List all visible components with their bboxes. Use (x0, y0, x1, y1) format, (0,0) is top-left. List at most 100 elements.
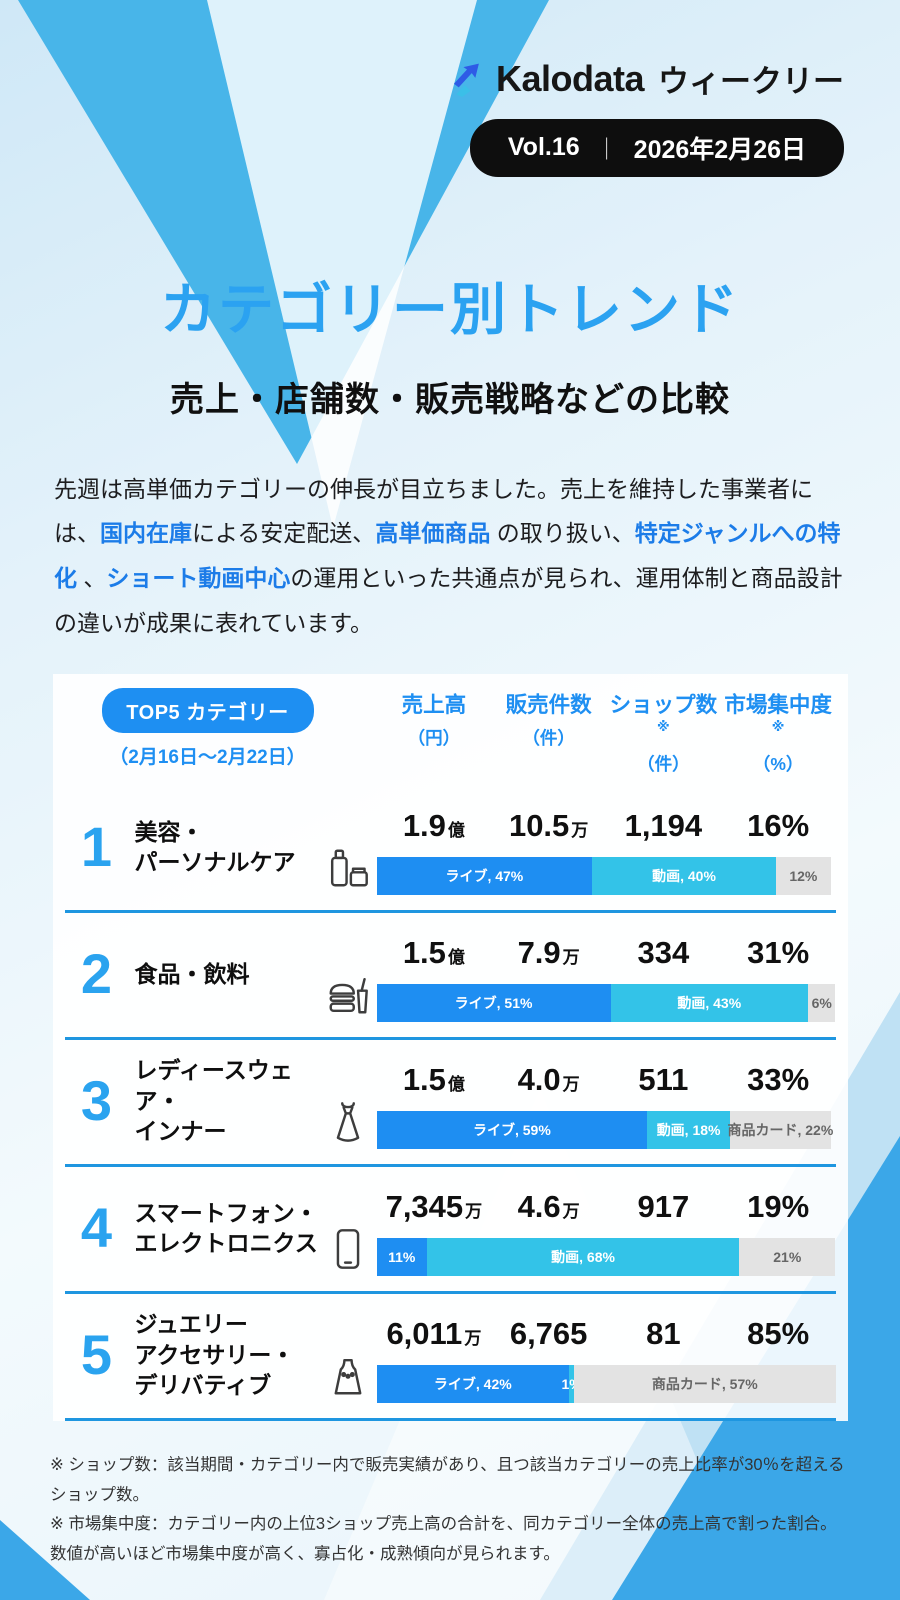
issue-vol: Vol.16 (507, 133, 580, 161)
rank-number: 5 (80, 1323, 113, 1387)
metric-values: 1.5 億 4.0 万 511 33% (377, 1053, 836, 1107)
top5-pill: TOP5 カテゴリー (101, 687, 314, 733)
intro-text: 、 (77, 565, 107, 592)
footnotes: ※ ショップ数：該当期間・カテゴリー内で販売実績があり、且つ該当カテゴリーの売上… (50, 1451, 850, 1570)
metric-number: 31% (747, 935, 810, 971)
bar-segment-live: ライブ, 51% (376, 984, 611, 1023)
footnote-line: ※ ショップ数：該当期間・カテゴリー内で販売実績があり、且つ該当カテゴリーの売上… (50, 1456, 845, 1504)
column-header-4: 市場集中度※ （%） (721, 688, 836, 776)
bar-segment-label: ライブ, 42% (433, 1376, 512, 1393)
metric-sales: 1.9 億 (377, 808, 492, 844)
column-headers: 売上高 （円） 販売件数 （件） ショップ数※ （件） 市場集中度※ （%） (377, 688, 836, 776)
metric-suffix: 万 (464, 1329, 482, 1349)
column-unit: （円） (407, 727, 461, 748)
dress-icon (325, 1099, 377, 1149)
bar-segment-card: 商品カード, 57% (574, 1365, 836, 1404)
metric-values: 6,011 万 6,765 81 85% (377, 1307, 836, 1361)
channel-mix-bar: ライブ, 59% 動画, 18% 商品カード, 22% (376, 1111, 836, 1150)
bar-segment-label: ライブ, 51% (454, 995, 533, 1012)
table-row: 1 美容・ パーソナルケア 1.9 億 10.5 万 1,194 16% ライブ, 47% 動画, … (64, 786, 836, 914)
metric-sales: 7,345 万 (377, 1189, 492, 1225)
page-subtitle: 売上・店舗数・販売戦略などの比較 (170, 380, 730, 419)
metric-number: 16% (747, 808, 810, 844)
metric-shops: 334 (606, 935, 721, 971)
bar-segment-label: ライブ, 59% (472, 1122, 551, 1139)
row-metrics: 7,345 万 4.6 万 917 19% 11% 動画, 68% 21% (376, 1180, 836, 1277)
table-row: 5 ジュエリー アクセサリー・ デリバティブ 6,011 万 6,765 81 85% ライブ, … (64, 1294, 836, 1422)
intro-paragraph: 先週は高単価カテゴリーの伸長が目立ちました。売上を維持した事業者には、国内在庫に… (54, 467, 846, 646)
bar-segment-live: 11% (376, 1238, 427, 1277)
table-row: 4 スマートフォン・ エレクトロニクス 7,345 万 4.6 万 917 19% 11% 動画, … (64, 1167, 836, 1295)
channel-mix-bar: ライブ, 42% 1% 商品カード, 57% (376, 1365, 836, 1404)
category-name: スマートフォン・ エレクトロニクス (134, 1199, 318, 1257)
bar-segment-card: 商品カード, 22% (727, 1111, 834, 1150)
metric-number: 917 (637, 1189, 690, 1225)
row-metrics: 1.5 億 7.9 万 334 31% ライブ, 51% 動画, 43% 6% (376, 926, 836, 1023)
metric-orders: 10.5 万 (491, 808, 606, 844)
table-row: 3 レディースウェア・ インナー 1.5 億 4.0 万 511 33% ライブ, 59% 動画, … (64, 1040, 836, 1168)
metric-number: 334 (637, 935, 690, 971)
metric-orders: 7.9 万 (491, 935, 606, 971)
column-header-1: 売上高 （円） (377, 688, 492, 776)
intro-text: の運用といった共通点が見られ、運用体制と商品設計の違いが成果に表れています。 (54, 565, 843, 637)
column-unit: （件） (522, 727, 575, 748)
metric-concentration: 31% (721, 935, 836, 971)
bar-segment-card: 21% (739, 1238, 836, 1277)
table-rows: 1 美容・ パーソナルケア 1.9 億 10.5 万 1,194 16% ライブ, 47% 動画, … (64, 786, 836, 1422)
footnote-mark: ※ (657, 718, 670, 734)
column-header-3: ショップ数※ （件） (606, 688, 721, 776)
intro-text: 先週は高単価カテゴリーの伸長が目立ちました。売上を維持した事業者には、 (54, 475, 813, 547)
metric-values: 1.5 億 7.9 万 334 31% (377, 926, 836, 980)
bar-segment-video: 動画, 43% (610, 984, 808, 1023)
rank-number: 3 (80, 1069, 113, 1133)
title-block: カテゴリー別トレンド 売上・店舗数・販売戦略などの比較 (0, 265, 900, 421)
footnote-line: ※ 市場集中度：カテゴリー内の上位3ショップ売上高の合計を、同カテゴリー全体の売… (50, 1515, 837, 1564)
metric-number: 4.6 (517, 1189, 561, 1225)
metric-number: 19% (747, 1189, 810, 1225)
rank-number: 1 (80, 815, 113, 879)
metric-number: 85% (747, 1316, 810, 1352)
brand-lockup: Kalodata ウィークリー (448, 56, 844, 101)
header: Kalodata ウィークリー Vol.16 ｜ 2026年2月26日 (0, 0, 900, 177)
metric-number: 1.5 (402, 1062, 446, 1098)
metric-number: 7,345 (385, 1189, 464, 1225)
metric-suffix: 万 (562, 1075, 580, 1095)
column-label: 販売件数 (505, 692, 592, 717)
rank-number: 2 (80, 942, 113, 1006)
metric-suffix: 億 (447, 821, 465, 841)
issue-badge: Vol.16 ｜ 2026年2月26日 (469, 118, 844, 177)
metric-shops: 81 (606, 1316, 721, 1352)
row-metrics: 1.5 億 4.0 万 511 33% ライブ, 59% 動画, 18% 商品カード, 22% (376, 1053, 836, 1150)
brand-name: Kalodata (495, 57, 645, 99)
metric-number: 4.0 (517, 1062, 561, 1098)
bar-segment-live: ライブ, 42% (376, 1365, 570, 1404)
intro-text: による安定配送、 (192, 520, 376, 547)
column-unit: （件） (637, 754, 690, 775)
metric-number: 1.5 (402, 935, 446, 971)
bar-segment-label: ライブ, 47% (445, 868, 524, 885)
intro-highlight: ショート動画中心 (106, 565, 291, 592)
bar-segment-label: 商品カード, 22% (727, 1122, 834, 1139)
metric-number: 10.5 (508, 808, 570, 844)
category-name: 食品・飲料 (134, 960, 250, 987)
metric-suffix: 万 (562, 948, 580, 968)
bar-segment-label: 動画, 40% (652, 868, 716, 885)
channel-mix-bar: ライブ, 51% 動画, 43% 6% (376, 984, 836, 1023)
metric-concentration: 33% (721, 1062, 836, 1098)
metric-orders: 6,765 (491, 1316, 606, 1352)
bar-segment-card: 6% (807, 984, 836, 1023)
brand-suffix: ウィークリー (658, 64, 844, 99)
jewelry-icon (325, 1353, 377, 1403)
intro-text: の取り扱い、 (490, 520, 635, 547)
channel-mix-bar: ライブ, 47% 動画, 40% 12% (376, 857, 836, 896)
metric-suffix: 億 (447, 1075, 465, 1095)
bar-segment-live: ライブ, 59% (376, 1111, 648, 1150)
bar-segment-label: 動画, 68% (551, 1249, 615, 1266)
metric-suffix: 万 (562, 1202, 580, 1222)
metric-number: 1,194 (624, 808, 703, 844)
metric-suffix: 万 (465, 1202, 483, 1222)
food-icon (325, 972, 377, 1022)
table-row: 2 食品・飲料 1.5 億 7.9 万 334 31% ライブ, 51% 動画, 43% 6% (64, 913, 836, 1041)
column-unit: （%） (752, 754, 804, 775)
